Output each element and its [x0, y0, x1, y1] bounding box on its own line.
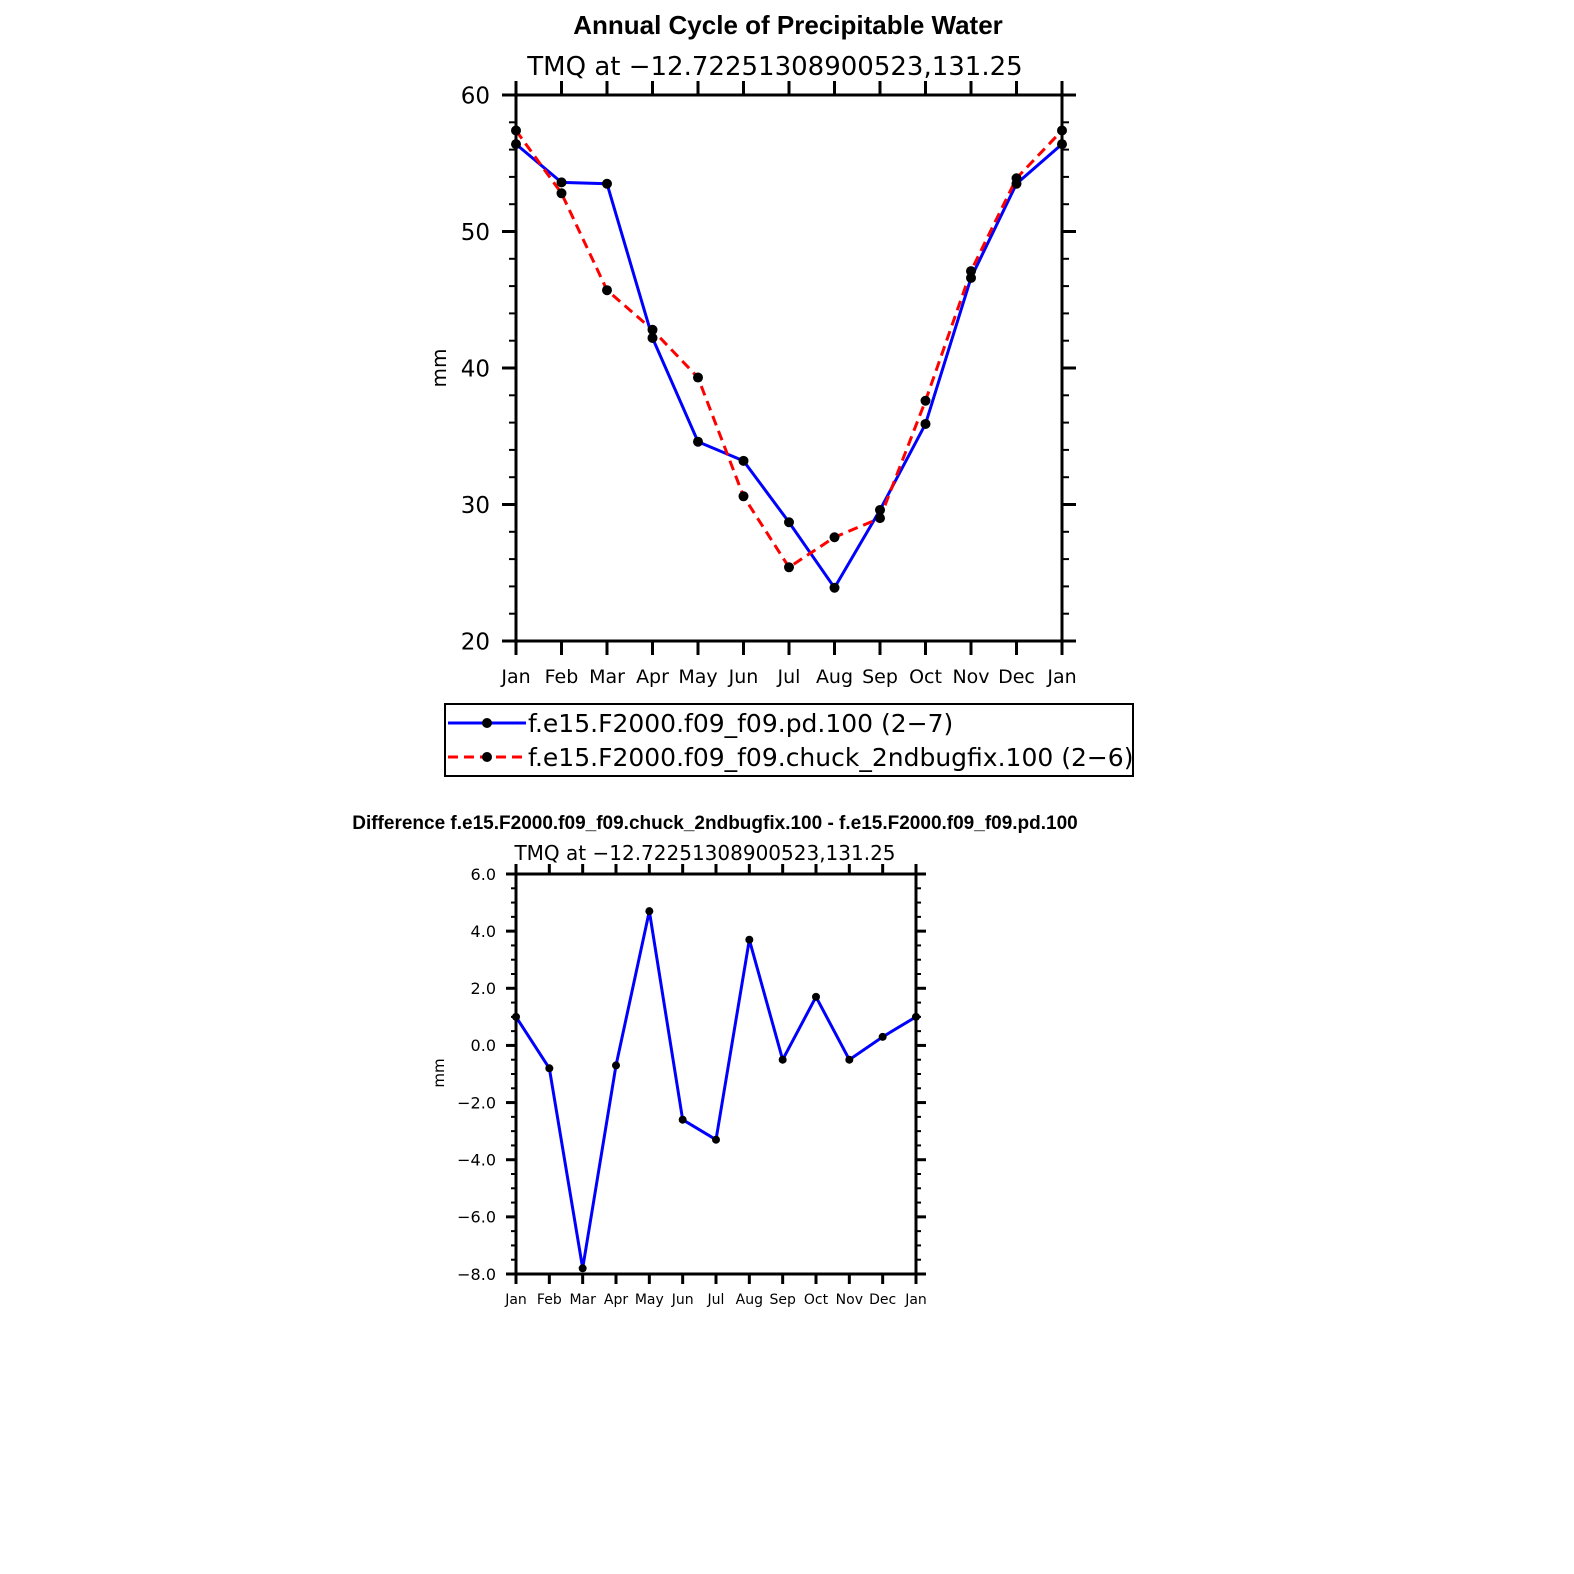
series-2-point — [1011, 173, 1022, 184]
legend-entry-series-2: f.e15.F2000.f09_f09.chuck_2ndbugfix.100 … — [448, 743, 1133, 772]
series-1-point — [784, 517, 794, 528]
x-tick-label: Dec — [998, 666, 1035, 688]
series-1-point — [678, 1115, 687, 1124]
y-tick-label: −2.0 — [457, 1093, 496, 1112]
series-1-point — [556, 177, 567, 188]
series-2-point — [693, 372, 703, 383]
x-tick-label: Jan — [504, 1292, 527, 1308]
series-2-point — [784, 562, 794, 573]
x-tick-label: Mar — [569, 1292, 596, 1308]
chart2-ticks — [506, 864, 926, 1284]
x-tick-label: Mar — [589, 666, 625, 688]
series-1-point — [578, 1264, 587, 1273]
legend-entry-series-1: f.e15.F2000.f09_f09.pd.100 (2−7) — [448, 709, 953, 738]
x-tick-label: Oct — [909, 666, 942, 688]
legend-label-series-2: f.e15.F2000.f09_f09.chuck_2ndbugfix.100 … — [528, 743, 1133, 772]
series-1-point — [829, 582, 840, 593]
chart1-y-tick-labels: 20 30 40 50 60 — [461, 83, 490, 655]
x-tick-label: Nov — [952, 666, 989, 688]
series-2-point — [647, 324, 658, 335]
series-1-point — [812, 992, 820, 1001]
chart2-y-tick-labels: −8.0 −6.0 −4.0 −2.0 0.0 2.0 4.0 6.0 — [457, 865, 496, 1284]
x-tick-label: Feb — [545, 666, 579, 688]
chart2-plot-frame — [514, 872, 918, 1276]
y-tick-label: 20 — [461, 629, 490, 655]
annual-cycle-chart: Annual Cycle of Precipitable Water TMQ a… — [427, 10, 1134, 777]
series-2-point — [602, 285, 612, 296]
difference-chart: Difference f.e15.F2000.f09_f09.chuck_2nd… — [352, 813, 1078, 1308]
chart2-x-tick-labels: Jan Feb Mar Apr May Jun Jul Aug Sep Oct Nov Dec Jan — [504, 1292, 927, 1308]
series-2-point — [920, 395, 931, 406]
x-tick-label: Jun — [728, 666, 759, 688]
legend-marker-series-2 — [482, 752, 492, 762]
legend-label-series-1: f.e15.F2000.f09_f09.pd.100 (2−7) — [528, 709, 953, 738]
x-tick-label: Jul — [777, 666, 801, 688]
y-tick-label: 60 — [461, 83, 490, 109]
chart1-title: Annual Cycle of Precipitable Water — [573, 10, 1003, 40]
chart1-ticks — [502, 81, 1076, 655]
series-1-point — [745, 935, 754, 944]
series-1-point — [712, 1135, 720, 1144]
series-2-point — [829, 532, 840, 543]
series-2-point — [875, 513, 885, 524]
chart2-y-axis-label: mm — [430, 1058, 448, 1087]
chart2-series — [512, 907, 920, 1273]
series-1-point — [645, 907, 654, 916]
y-tick-label: −6.0 — [457, 1208, 496, 1227]
series-1-point — [693, 436, 703, 447]
x-tick-label: Jul — [707, 1292, 725, 1308]
y-tick-label: 50 — [461, 220, 490, 246]
x-tick-label: Nov — [836, 1292, 863, 1308]
x-tick-label: Apr — [604, 1292, 628, 1308]
chart1-legend: f.e15.F2000.f09_f09.pd.100 (2−7) f.e15.F… — [444, 703, 1134, 777]
series-1-point — [647, 332, 658, 343]
series-1-point — [878, 1032, 887, 1041]
series-2-point — [556, 188, 567, 199]
series-1-point — [738, 455, 749, 466]
chart1-series — [511, 125, 1067, 593]
y-tick-label: 2.0 — [471, 979, 496, 998]
chart2-title: Difference f.e15.F2000.f09_f09.chuck_2nd… — [352, 813, 1078, 834]
x-tick-label: Feb — [537, 1292, 562, 1308]
x-tick-label: Dec — [869, 1292, 896, 1308]
series-2-point — [966, 266, 976, 277]
chart1-y-axis-label: mm — [427, 349, 451, 388]
x-tick-label: Jan — [500, 666, 530, 688]
series-1-point — [612, 1061, 620, 1070]
series-1-point — [778, 1055, 787, 1064]
series-line-2 — [514, 129, 1064, 570]
y-tick-label: 30 — [461, 493, 490, 519]
series-1-point — [845, 1055, 854, 1064]
x-tick-label: Sep — [769, 1292, 796, 1308]
y-tick-label: 4.0 — [471, 922, 496, 941]
chart1-plot-frame — [514, 93, 1064, 643]
legend-box — [444, 703, 1134, 777]
y-tick-label: 40 — [461, 356, 490, 382]
chart1-subtitle: TMQ at −12.72251308900523,131.25 — [526, 52, 1022, 82]
y-tick-label: −8.0 — [457, 1265, 496, 1284]
series-1-point — [545, 1064, 554, 1073]
x-tick-label: May — [678, 666, 717, 688]
y-tick-label: 0.0 — [471, 1036, 496, 1055]
x-tick-label: Jun — [671, 1292, 694, 1308]
x-tick-label: Jan — [904, 1292, 927, 1308]
legend-marker-series-1 — [482, 718, 492, 728]
chart2-subtitle: TMQ at −12.72251308900523,131.25 — [513, 841, 895, 865]
x-tick-label: Jan — [1046, 666, 1076, 688]
series-1-point — [875, 504, 885, 515]
y-tick-label: 6.0 — [471, 865, 496, 884]
series-line-1 — [514, 910, 917, 1269]
x-tick-label: Apr — [636, 666, 669, 688]
y-tick-label: −4.0 — [457, 1150, 496, 1169]
chart1-x-tick-labels: Jan Feb Mar Apr May Jun Jul Aug Sep Oct Nov Dec Jan — [500, 666, 1076, 688]
x-tick-label: May — [635, 1292, 664, 1308]
series-1-point — [920, 418, 931, 429]
series-2-point — [738, 491, 749, 502]
series-1-point — [602, 178, 612, 189]
x-tick-label: Sep — [862, 666, 898, 688]
x-tick-label: Aug — [736, 1292, 763, 1308]
x-tick-label: Oct — [804, 1292, 829, 1308]
x-tick-label: Aug — [816, 666, 853, 688]
